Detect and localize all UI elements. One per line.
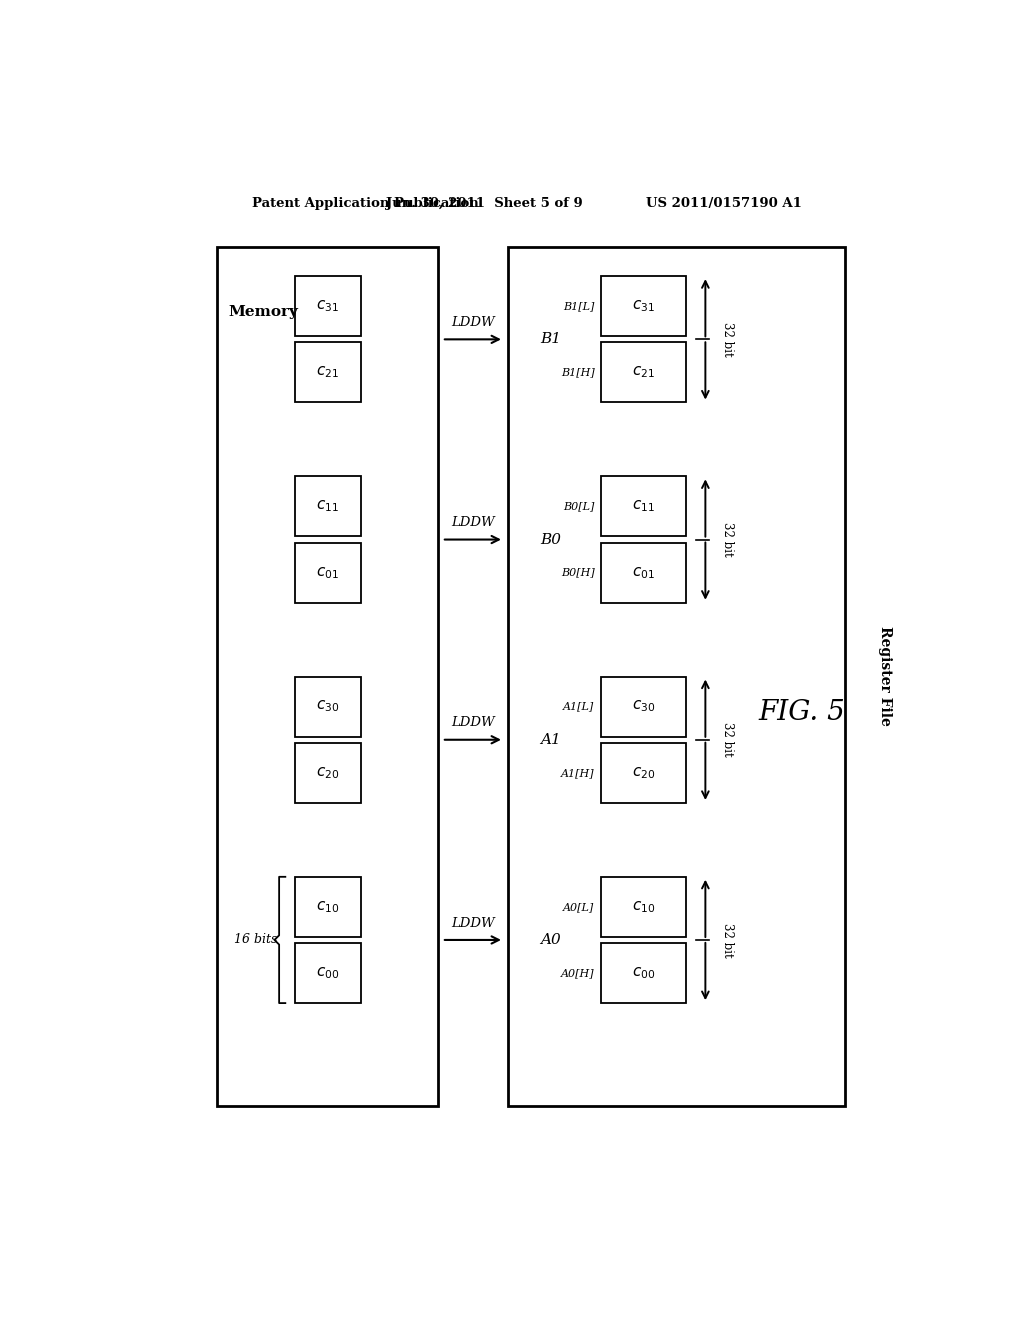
Text: $c_{00}$: $c_{00}$	[315, 965, 339, 981]
Text: LDDW: LDDW	[451, 315, 495, 329]
Bar	[508, 247, 845, 1105]
Text: $c_{10}$: $c_{10}$	[315, 899, 339, 915]
Bar	[295, 942, 360, 1003]
Text: $c_{00}$: $c_{00}$	[632, 965, 655, 981]
Text: $c_{11}$: $c_{11}$	[315, 499, 339, 515]
Bar	[601, 743, 686, 803]
Text: B1[L]: B1[L]	[563, 301, 595, 312]
Text: $c_{21}$: $c_{21}$	[632, 364, 654, 380]
Text: $c_{31}$: $c_{31}$	[315, 298, 339, 314]
Text: $c_{01}$: $c_{01}$	[632, 565, 654, 581]
Bar	[295, 276, 360, 337]
Text: $c_{31}$: $c_{31}$	[632, 298, 654, 314]
Text: Register File: Register File	[879, 626, 892, 726]
Bar	[217, 247, 438, 1105]
Text: A1: A1	[540, 733, 561, 747]
Text: LDDW: LDDW	[451, 916, 495, 929]
Text: B1: B1	[540, 333, 561, 346]
Bar	[295, 342, 360, 403]
Text: US 2011/0157190 A1: US 2011/0157190 A1	[646, 197, 802, 210]
Text: $c_{30}$: $c_{30}$	[632, 698, 655, 714]
Bar	[601, 543, 686, 603]
Text: Patent Application Publication: Patent Application Publication	[252, 197, 479, 210]
Text: FIG. 5: FIG. 5	[759, 700, 846, 726]
Text: 32 bit: 32 bit	[721, 722, 733, 758]
Text: $c_{11}$: $c_{11}$	[632, 499, 654, 515]
Bar	[295, 543, 360, 603]
Text: A1[L]: A1[L]	[563, 702, 595, 711]
Text: Memory: Memory	[228, 305, 299, 319]
Bar	[601, 876, 686, 937]
Text: A0[H]: A0[H]	[561, 968, 595, 978]
Bar	[601, 477, 686, 536]
Text: $c_{01}$: $c_{01}$	[315, 565, 339, 581]
Text: B0[H]: B0[H]	[561, 568, 595, 578]
Bar	[601, 942, 686, 1003]
Bar	[601, 276, 686, 337]
Bar	[295, 743, 360, 803]
Text: $c_{21}$: $c_{21}$	[315, 364, 339, 380]
Text: 16 bits: 16 bits	[234, 933, 278, 946]
Text: $c_{20}$: $c_{20}$	[632, 766, 655, 780]
Text: B0[L]: B0[L]	[563, 502, 595, 511]
Bar	[295, 876, 360, 937]
Text: B0: B0	[540, 532, 561, 546]
Bar	[601, 677, 686, 737]
Text: LDDW: LDDW	[451, 717, 495, 730]
Bar	[601, 342, 686, 403]
Text: B1[H]: B1[H]	[561, 367, 595, 378]
Bar	[295, 477, 360, 536]
Bar	[295, 677, 360, 737]
Text: $c_{10}$: $c_{10}$	[632, 899, 655, 915]
Text: 32 bit: 32 bit	[721, 322, 733, 356]
Text: 32 bit: 32 bit	[721, 923, 733, 957]
Text: 32 bit: 32 bit	[721, 523, 733, 557]
Text: $c_{30}$: $c_{30}$	[315, 698, 339, 714]
Text: A1[H]: A1[H]	[561, 768, 595, 777]
Text: Jun. 30, 2011  Sheet 5 of 9: Jun. 30, 2011 Sheet 5 of 9	[386, 197, 583, 210]
Text: LDDW: LDDW	[451, 516, 495, 529]
Text: A0[L]: A0[L]	[563, 902, 595, 912]
Text: A0: A0	[540, 933, 561, 946]
Text: $c_{20}$: $c_{20}$	[315, 766, 339, 780]
